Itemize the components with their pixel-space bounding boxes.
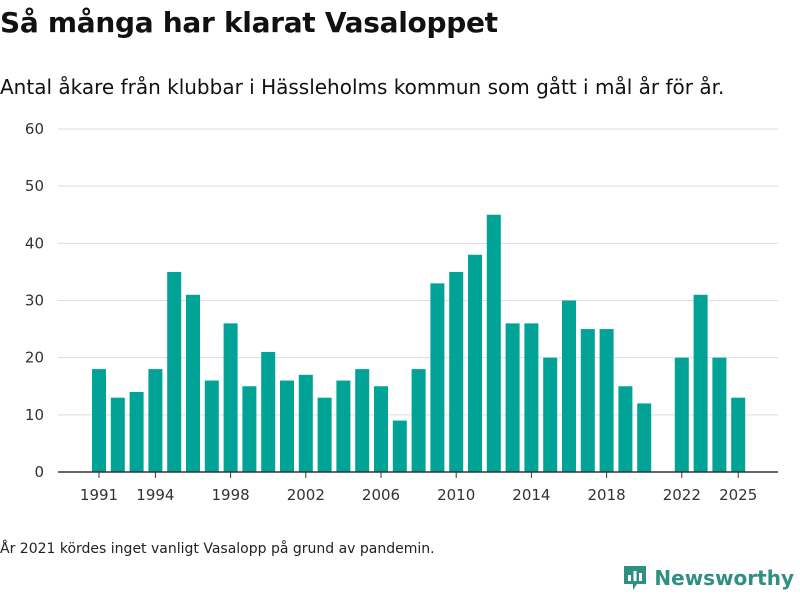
y-tick-label: 0 [34, 463, 44, 481]
y-axis-ticks: 0 10 20 30 40 50 60 [25, 120, 44, 481]
footnote: År 2021 kördes inget vanligt Vasalopp på… [0, 541, 435, 557]
bar-2008 [411, 369, 426, 472]
bar-1998 [223, 323, 238, 472]
x-tick-label: 2022 [663, 486, 701, 504]
bar-1992 [110, 397, 125, 472]
chart-title: Så många har klarat Vasaloppet [0, 6, 498, 39]
bar-2014 [524, 323, 539, 472]
bar-1995 [167, 271, 182, 472]
x-axis-ticks: 1991 1994 1998 2002 2006 2010 2014 2018 2022 2025 [80, 472, 757, 504]
bar-chart: 0 10 20 30 40 50 60 1991 1994 1998 2002 2006 2010 20… [25, 120, 778, 504]
x-tick-label: 2025 [719, 486, 757, 504]
bar-2012 [486, 214, 501, 472]
bar-2024 [712, 357, 727, 472]
bar-1994 [148, 369, 163, 472]
x-tick-label: 1998 [212, 486, 250, 504]
x-tick-label: 1991 [80, 486, 118, 504]
bar-2016 [562, 300, 576, 472]
bar-2011 [468, 254, 482, 472]
bar-2010 [449, 271, 464, 472]
bar-2020 [637, 403, 652, 472]
x-tick-label: 1994 [136, 486, 174, 504]
bar-2007 [392, 420, 407, 472]
bar-2004 [336, 380, 351, 472]
bar-chart-logo-icon [624, 566, 647, 590]
y-tick-label: 10 [25, 406, 44, 424]
bar-2013 [505, 323, 520, 472]
bar-2000 [261, 351, 276, 472]
y-tick-label: 30 [25, 292, 44, 310]
bar-2009 [430, 283, 445, 472]
bar-1991 [92, 369, 106, 472]
y-tick-label: 60 [25, 120, 44, 138]
bar-2002 [298, 374, 313, 472]
bar-2015 [543, 357, 558, 472]
chart-subtitle: Antal åkare från klubbar i Hässleholms k… [0, 75, 725, 99]
x-tick-label: 2010 [437, 486, 475, 504]
bar-1996 [186, 294, 200, 472]
x-tick-label: 2006 [362, 486, 400, 504]
x-tick-label: 2002 [287, 486, 325, 504]
y-tick-label: 40 [25, 234, 44, 252]
bar-2003 [317, 397, 332, 472]
y-tick-label: 50 [25, 177, 44, 195]
bar-2018 [599, 329, 614, 472]
x-tick-label: 2018 [588, 486, 626, 504]
bar-2006 [374, 386, 388, 472]
brand-name: Newsworthy [654, 566, 794, 590]
bar-2023 [693, 294, 708, 472]
y-tick-label: 20 [25, 349, 44, 367]
bar-2022 [674, 357, 689, 472]
bar-1997 [204, 380, 219, 472]
bar-2025 [731, 397, 746, 472]
bar-2017 [580, 329, 595, 472]
bar-series [92, 214, 746, 472]
bar-1993 [129, 391, 144, 472]
newsworthy-brand: Newsworthy [622, 564, 794, 592]
bar-1999 [242, 386, 257, 472]
bar-2001 [280, 380, 294, 472]
bar-2005 [355, 369, 370, 472]
x-tick-label: 2014 [512, 486, 550, 504]
bar-2019 [618, 386, 633, 472]
